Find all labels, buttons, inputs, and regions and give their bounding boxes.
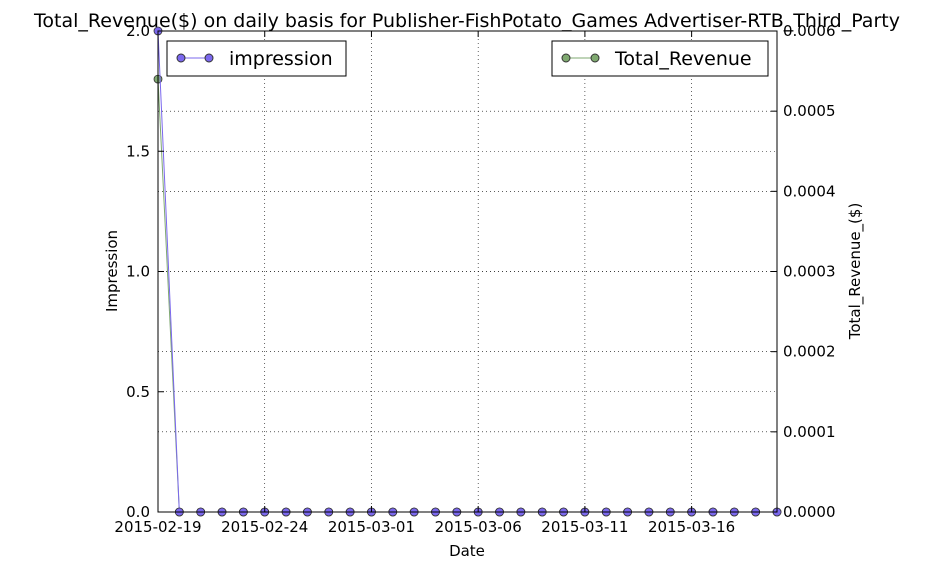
y-tick-label-left: 0.5: [126, 383, 150, 401]
series-line-total-revenue: [157, 79, 777, 513]
x-tick-label: 2015-03-06: [435, 518, 522, 536]
grid: [157, 31, 777, 512]
x-axis-label: Date: [449, 542, 485, 560]
y-axis-label-left: Impression: [103, 230, 121, 312]
y-tick-label-right: 0.0004: [783, 182, 836, 200]
y-tick-label-right: 0.0001: [783, 423, 836, 441]
legend-total-revenue-marker-2: [590, 53, 600, 63]
y-tick-label-right: 0.0005: [783, 102, 836, 120]
y-tick-label-right: 0.0002: [783, 343, 836, 361]
ticks: 2015-02-19 2015-02-24 2015-03-01 2015-03-06…: [114, 22, 835, 536]
x-tick-label: 2015-02-24: [221, 518, 308, 536]
y-tick-label-left: 0.0: [126, 503, 150, 521]
x-tick-label: 2015-03-01: [328, 518, 415, 536]
legend-impression: impression: [166, 40, 347, 77]
y-tick-label-left: 2.0: [126, 22, 150, 40]
legend-impression-marker-2: [204, 53, 214, 63]
y-tick-label-left: 1.0: [126, 263, 150, 281]
legend-total-revenue-label: Total_Revenue: [614, 48, 752, 70]
legend-total-revenue: Total_Revenue: [551, 40, 769, 77]
y-tick-label-left: 1.5: [126, 142, 150, 160]
legend-impression-marker-1: [176, 53, 186, 63]
y-tick-label-right: 0.0006: [783, 22, 836, 40]
chart-title: Total_Revenue($) on daily basis for Publ…: [33, 10, 900, 32]
legend-total-revenue-marker-1: [561, 53, 571, 63]
y-tick-label-right: 0.0000: [783, 503, 836, 521]
x-tick-label: 2015-02-19: [114, 518, 201, 536]
x-tick-label: 2015-03-11: [541, 518, 628, 536]
y-tick-label-right: 0.0003: [783, 263, 836, 281]
legend-impression-label: impression: [229, 48, 333, 70]
x-tick-label: 2015-03-16: [648, 518, 735, 536]
y-axis-label-right: Total_Revenue_($): [846, 203, 865, 341]
